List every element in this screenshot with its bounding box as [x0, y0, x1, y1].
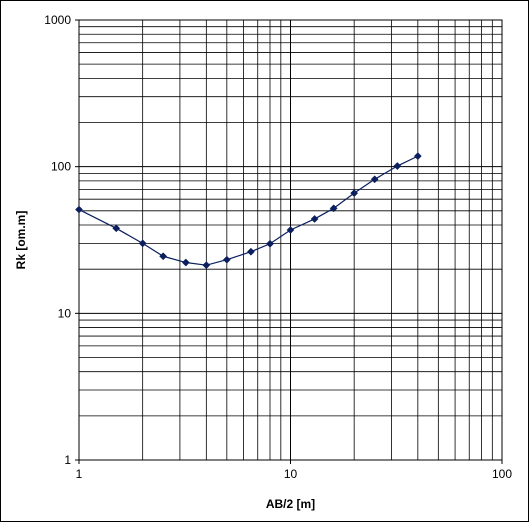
- y-axis-title: Rk [om.m]: [14, 211, 28, 270]
- data-point-marker: [75, 205, 83, 214]
- data-point-marker: [181, 258, 190, 267]
- data-point-marker: [393, 162, 402, 170]
- y-tick-label: 1000: [44, 13, 71, 27]
- y-tick-label: 1: [64, 453, 71, 467]
- series-line: [78, 155, 419, 266]
- x-tick-label: 1: [76, 467, 83, 481]
- data-point-marker: [112, 224, 121, 233]
- data-point-marker: [138, 239, 147, 248]
- data-point-marker: [222, 255, 231, 264]
- x-axis-ticks: 1 10 100: [76, 460, 512, 481]
- data-point-marker: [370, 175, 379, 184]
- data-point-marker: [202, 261, 211, 270]
- x-tick-label: 100: [492, 467, 512, 481]
- data-point-marker: [413, 152, 422, 161]
- x-axis-title: AB/2 [m]: [266, 497, 315, 511]
- data-point-marker: [286, 226, 295, 234]
- data-point-marker: [329, 204, 338, 213]
- y-axis-ticks: 1 10 100 1000: [44, 13, 79, 467]
- data-point-marker: [159, 252, 168, 261]
- data-point-marker: [310, 215, 319, 223]
- x-tick-label: 10: [284, 467, 298, 481]
- y-tick-label: 100: [51, 160, 71, 174]
- y-tick-label: 10: [58, 306, 72, 320]
- data-point-marker: [350, 189, 359, 198]
- series-layer: [75, 152, 422, 270]
- data-point-marker: [266, 239, 274, 248]
- data-point-marker: [246, 247, 255, 256]
